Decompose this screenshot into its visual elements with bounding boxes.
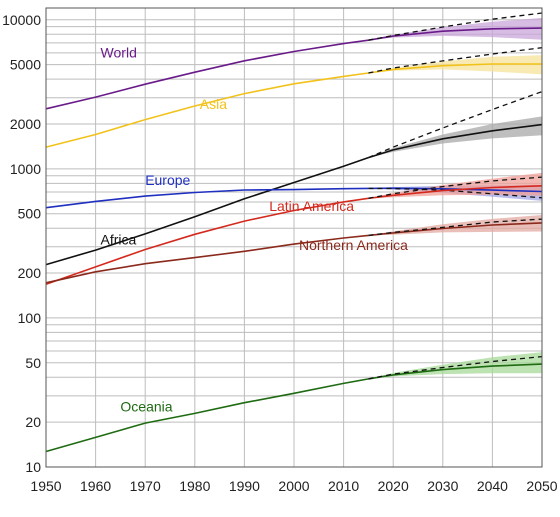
series-label: Europe xyxy=(145,172,190,188)
projection-band xyxy=(368,215,542,236)
series-line xyxy=(45,378,369,453)
plot-frame xyxy=(45,7,543,468)
y-tick-label: 5000 xyxy=(10,57,41,73)
y-tick-label: 50 xyxy=(25,355,41,371)
series-labels: World Asia Africa Europe Latin America Northe… xyxy=(101,44,409,414)
series-label: Latin America xyxy=(269,198,354,214)
x-tick-label: 1990 xyxy=(229,478,260,494)
series-label: Oceania xyxy=(120,399,172,415)
x-tick-label: 2030 xyxy=(427,478,458,494)
x-tick-label: 2010 xyxy=(328,478,359,494)
y-tick-label: 500 xyxy=(18,206,42,222)
x-tick-label: 1980 xyxy=(179,478,210,494)
y-tick-label: 20 xyxy=(25,414,41,430)
projection-dashed-line xyxy=(368,176,543,199)
projection-dashed-line xyxy=(368,47,543,74)
series-label: Africa xyxy=(101,232,137,248)
series-label: Asia xyxy=(200,96,227,112)
axes: 1950 1960 1970 1980 1990 2000 2010 2020 2030 2040… xyxy=(2,7,558,494)
y-tick-label: 10 xyxy=(25,459,41,475)
series-line xyxy=(45,234,369,284)
x-tick-label: 1970 xyxy=(130,478,161,494)
projection-median-line xyxy=(368,63,542,74)
projection-median-line xyxy=(368,363,543,380)
projection-dashed-line xyxy=(368,12,543,41)
series-label: Northern America xyxy=(299,237,408,253)
series-line xyxy=(45,156,369,266)
x-tick-label: 1960 xyxy=(80,478,111,494)
projection-dashed-line xyxy=(368,218,543,237)
y-tick-label: 2000 xyxy=(10,116,41,132)
y-tick-label: 200 xyxy=(18,265,42,281)
projection-median-line xyxy=(368,187,543,193)
projection-median-line xyxy=(368,123,543,159)
projection-median-line xyxy=(368,27,543,41)
x-tick-label: 1950 xyxy=(30,478,61,494)
series-lines xyxy=(45,12,543,453)
x-tick-label: 2040 xyxy=(477,478,508,494)
projection-median-line xyxy=(368,185,543,200)
projection-band xyxy=(368,172,542,199)
series-line xyxy=(45,197,369,286)
series-line xyxy=(45,72,369,148)
y-tick-label: 100 xyxy=(18,310,42,326)
series-label: World xyxy=(101,44,137,60)
x-tick-label: 2050 xyxy=(526,478,557,494)
projection-median-line xyxy=(368,222,543,237)
x-tick-label: 2020 xyxy=(378,478,409,494)
projection-dashed-line xyxy=(368,355,543,380)
y-tick-label: 1000 xyxy=(10,161,41,177)
y-tick-label: 10000 xyxy=(2,12,41,28)
x-tick-label: 2000 xyxy=(278,478,309,494)
series-line xyxy=(45,39,369,110)
series-line xyxy=(45,187,369,209)
